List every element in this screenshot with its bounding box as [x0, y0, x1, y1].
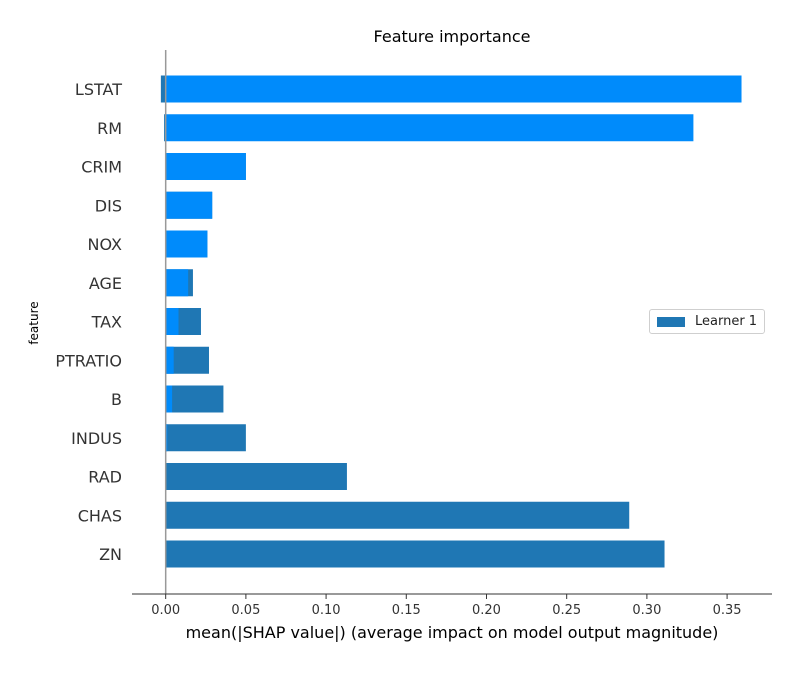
category-label-nox: NOX	[88, 235, 123, 254]
x-tick-label-1: 0.05	[231, 603, 260, 618]
category-label-indus: INDUS	[71, 429, 122, 448]
bar-lstat-series-1	[160, 75, 166, 103]
bar-indus-series-1	[165, 424, 246, 452]
legend-label: Learner 1	[695, 314, 758, 329]
x-tick-label-7: 0.35	[713, 603, 742, 618]
category-label-rm: RM	[97, 119, 122, 138]
category-label-chas: CHAS	[78, 506, 122, 525]
category-label-crim: CRIM	[81, 158, 122, 177]
bar-rm-series-1	[164, 114, 166, 142]
category-label-b: B	[111, 390, 122, 409]
x-axis-label: mean(|SHAP value|) (average impact on mo…	[186, 623, 719, 642]
bar-zn-series-1	[165, 540, 665, 568]
bar-b-series-1	[165, 385, 224, 413]
bar-nox-series-2	[165, 230, 208, 258]
bar-age-series-2	[165, 269, 189, 297]
y-axis-label: feature	[27, 301, 41, 344]
legend: Learner 1	[649, 309, 765, 334]
bar-lstat-series-2	[165, 75, 742, 103]
bar-crim-series-2	[165, 153, 246, 180]
bar-ptratio-series-2	[165, 346, 174, 374]
bar-tax-series-2	[165, 308, 179, 335]
bar-dis-series-2	[165, 191, 213, 219]
category-label-zn: ZN	[99, 545, 122, 564]
chart-title: Feature importance	[374, 27, 531, 46]
bar-indus-series-2	[165, 424, 168, 452]
category-label-dis: DIS	[95, 196, 122, 215]
bar-chas-series-1	[165, 501, 630, 529]
category-label-ptratio: PTRATIO	[55, 351, 122, 370]
x-tick-label-6: 0.30	[632, 603, 661, 618]
category-label-tax: TAX	[91, 313, 122, 332]
legend-swatch	[657, 316, 685, 327]
category-label-lstat: LSTAT	[75, 80, 122, 99]
x-tick-label-4: 0.20	[472, 603, 501, 618]
bar-b-series-2	[165, 385, 173, 413]
x-tick-label-2: 0.10	[312, 603, 341, 618]
category-label-age: AGE	[89, 274, 122, 293]
bar-rad-series-1	[165, 463, 347, 490]
x-tick-label-5: 0.25	[552, 603, 581, 618]
bar-rm-series-2	[165, 114, 694, 142]
x-tick-label-3: 0.15	[392, 603, 421, 618]
x-tick-label-0: 0.00	[151, 603, 180, 618]
category-label-rad: RAD	[88, 468, 122, 487]
